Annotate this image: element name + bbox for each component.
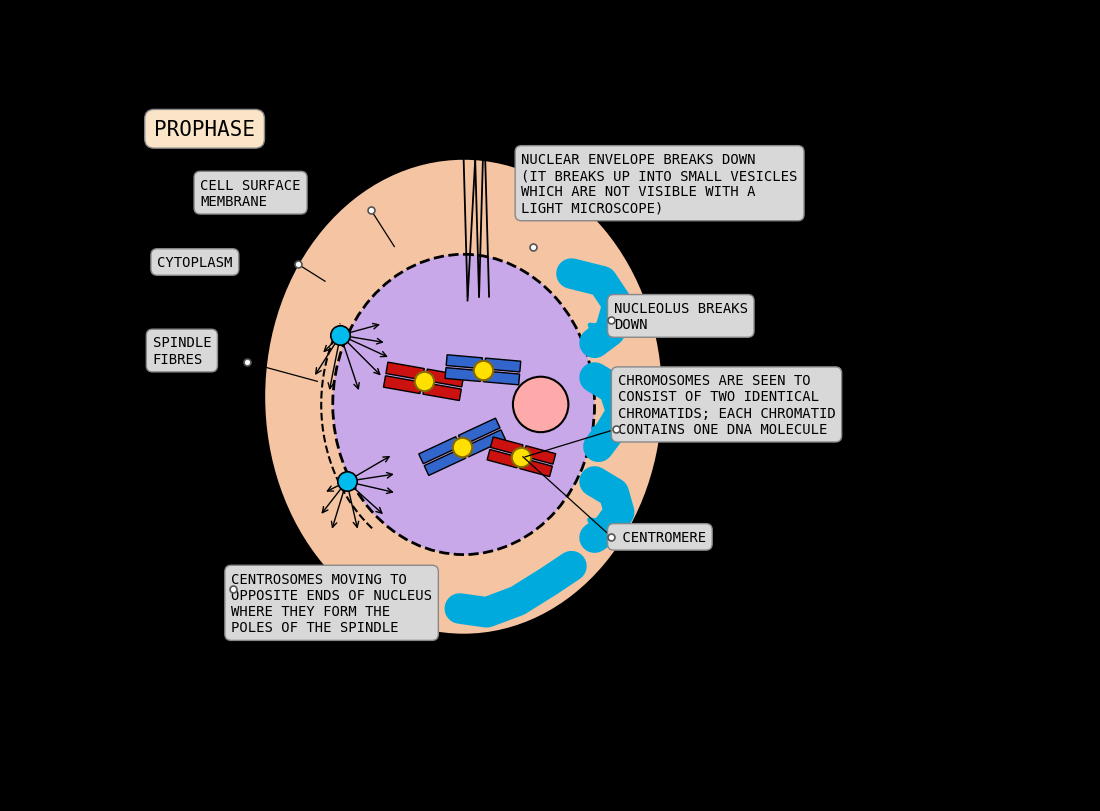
FancyBboxPatch shape bbox=[491, 437, 522, 456]
FancyBboxPatch shape bbox=[487, 450, 519, 468]
Text: CYTOPLASM: CYTOPLASM bbox=[157, 255, 232, 269]
Ellipse shape bbox=[513, 377, 569, 432]
FancyBboxPatch shape bbox=[447, 355, 483, 369]
FancyBboxPatch shape bbox=[446, 368, 482, 382]
FancyBboxPatch shape bbox=[384, 376, 422, 394]
FancyBboxPatch shape bbox=[422, 384, 461, 401]
Text: NUCLEAR ENVELOPE BREAKS DOWN
(IT BREAKS UP INTO SMALL VESICLES
WHICH ARE NOT VIS: NUCLEAR ENVELOPE BREAKS DOWN (IT BREAKS … bbox=[521, 152, 798, 215]
Text: CENTROSOMES MOVING TO
OPPOSITE ENDS OF NUCLEUS
WHERE THEY FORM THE
POLES OF THE : CENTROSOMES MOVING TO OPPOSITE ENDS OF N… bbox=[231, 572, 432, 634]
FancyBboxPatch shape bbox=[484, 358, 520, 372]
Text: CELL SURFACE
MEMBRANE: CELL SURFACE MEMBRANE bbox=[200, 178, 300, 208]
FancyBboxPatch shape bbox=[459, 418, 500, 445]
Text: SPINDLE
FIBRES: SPINDLE FIBRES bbox=[153, 336, 211, 367]
Text: CHROMOSOMES ARE SEEN TO
CONSIST OF TWO IDENTICAL
CHROMATIDS; EACH CHROMATID
CONT: CHROMOSOMES ARE SEEN TO CONSIST OF TWO I… bbox=[618, 374, 835, 436]
FancyBboxPatch shape bbox=[426, 370, 464, 388]
Text: CENTROMERE: CENTROMERE bbox=[614, 530, 706, 544]
FancyBboxPatch shape bbox=[386, 363, 425, 380]
FancyBboxPatch shape bbox=[464, 431, 506, 457]
Text: PROPHASE: PROPHASE bbox=[154, 120, 255, 139]
Text: NUCLEOLUS BREAKS
DOWN: NUCLEOLUS BREAKS DOWN bbox=[614, 302, 748, 332]
Ellipse shape bbox=[264, 159, 664, 636]
Ellipse shape bbox=[333, 255, 595, 555]
FancyBboxPatch shape bbox=[520, 459, 552, 477]
FancyBboxPatch shape bbox=[419, 437, 460, 464]
FancyBboxPatch shape bbox=[425, 448, 465, 476]
FancyBboxPatch shape bbox=[524, 446, 556, 465]
FancyBboxPatch shape bbox=[483, 371, 519, 385]
